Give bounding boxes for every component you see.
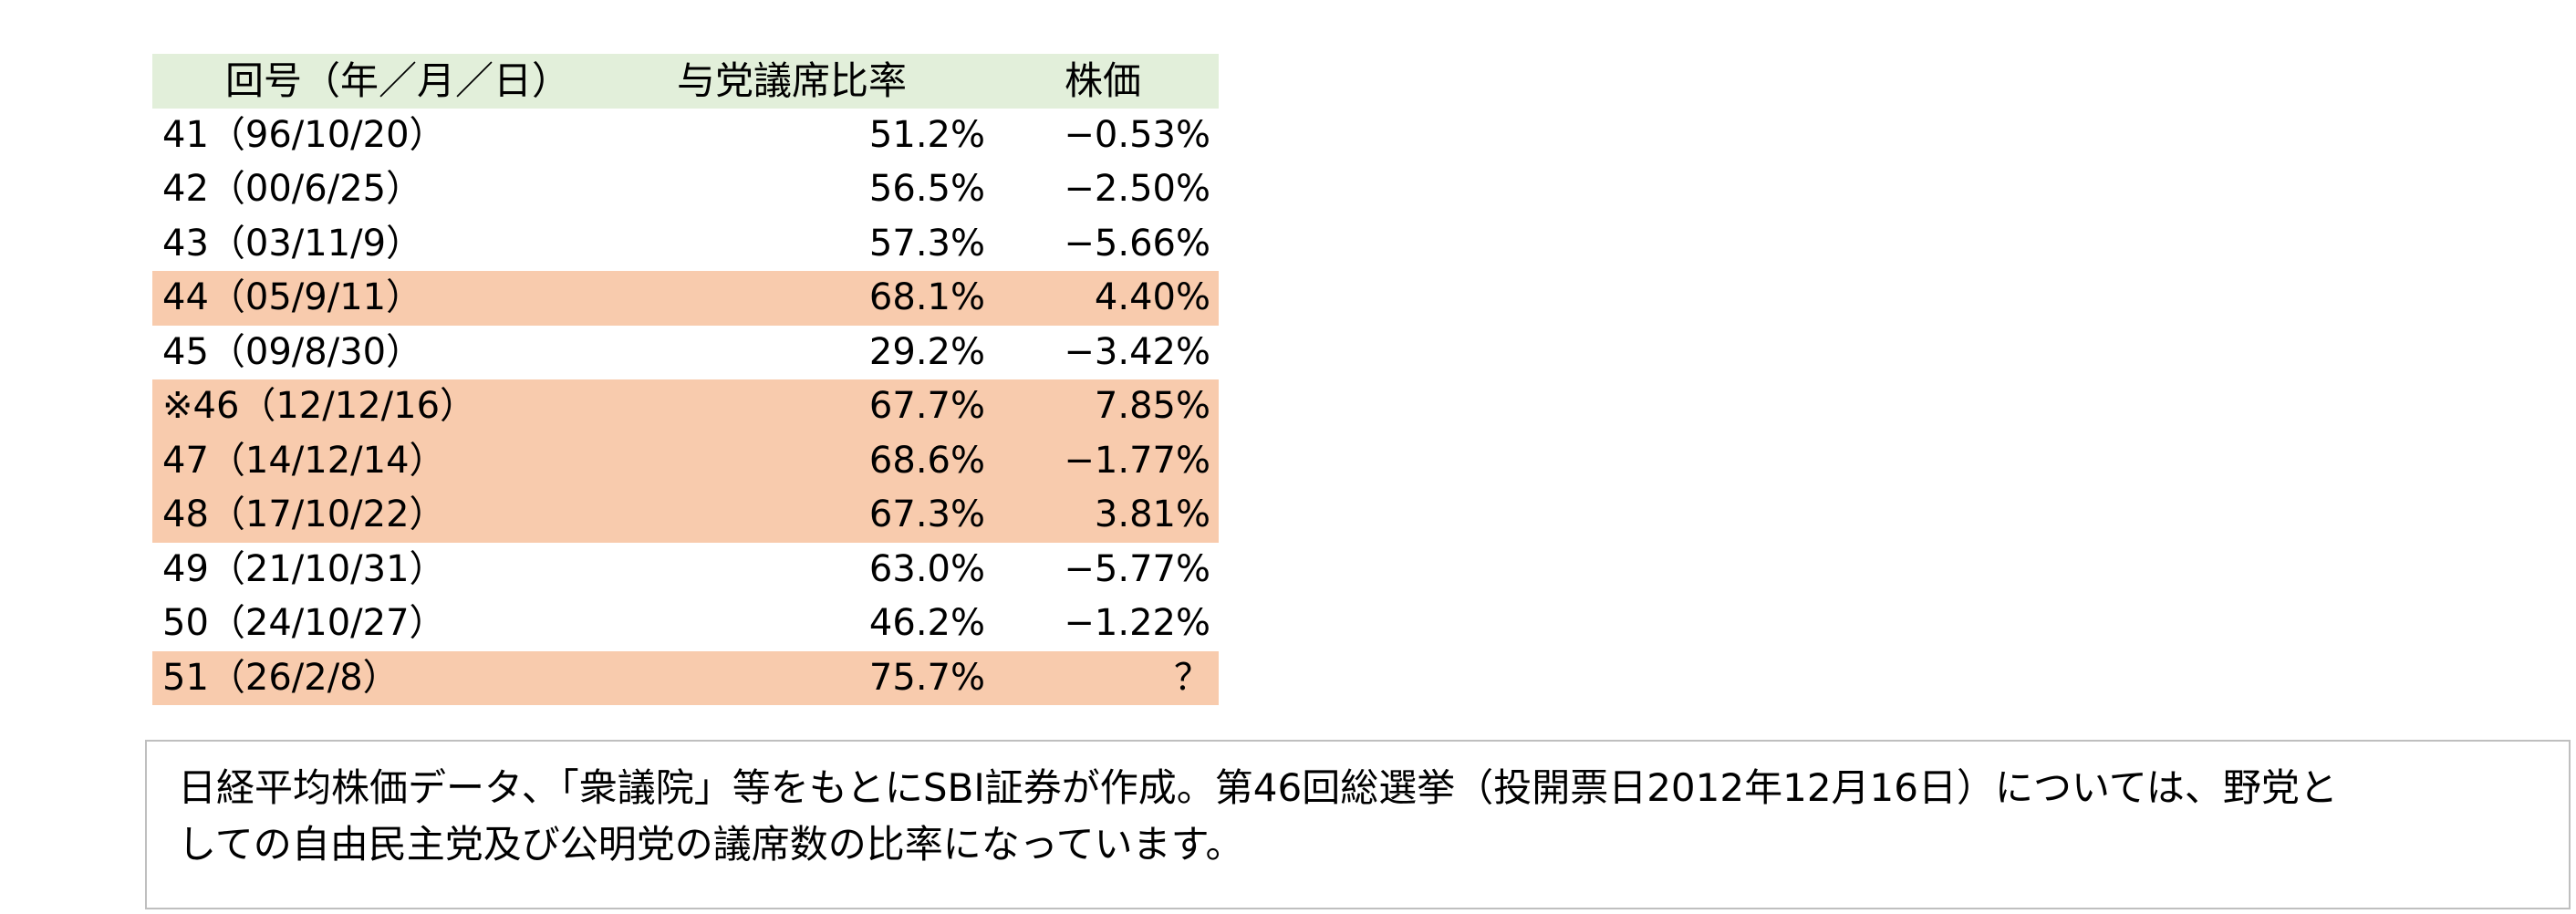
table-row: 47（14/12/14） 68.6% −1.77% xyxy=(152,433,1219,488)
table-cell: 48（17/10/22） xyxy=(162,493,446,535)
header-cell: 株価 xyxy=(1065,58,1142,103)
table-cell: 42（00/6/25） xyxy=(162,168,423,210)
table-cell: 57.3% xyxy=(868,222,985,265)
table-row: 42（00/6/25） 56.5% −2.50% xyxy=(152,162,1219,217)
table-row: 44（05/9/11） 68.1% 4.40% xyxy=(152,271,1219,326)
table-cell: −3.42% xyxy=(1064,330,1210,373)
header-row: 回号（年／月／日） 与党議席比率 株価 xyxy=(152,54,1219,109)
table-cell: 29.2% xyxy=(868,330,985,373)
table-cell: 50（24/10/27） xyxy=(162,602,446,644)
table-cell: 75.7% xyxy=(868,656,985,699)
header-cell: 回号（年／月／日） xyxy=(225,58,571,103)
table: 回号（年／月／日） 与党議席比率 株価 41（96/10/20） 51.2% −0.53%… xyxy=(152,54,1219,705)
table-cell: 3.81% xyxy=(1094,493,1210,535)
table-cell: 4.40% xyxy=(1094,276,1210,318)
header-cell: 与党議席比率 xyxy=(677,58,908,103)
table-row: 48（17/10/22） 67.3% 3.81% xyxy=(152,488,1219,543)
table-cell: 68.6% xyxy=(868,439,985,482)
table-cell: 67.7% xyxy=(868,385,985,427)
table-row: 43（03/11/9） 57.3% −5.66% xyxy=(152,217,1219,272)
table-cell: −1.77% xyxy=(1064,439,1210,482)
note-box: 日経平均株価データ、「衆議院」等をもとにSBI証券が作成。第46回総選挙（投開票… xyxy=(145,740,2571,909)
table-cell: 44（05/9/11） xyxy=(162,276,423,318)
table-cell: ？ xyxy=(1174,656,1210,699)
table-cell: 63.0% xyxy=(868,547,985,590)
table-cell: 46.2% xyxy=(868,602,985,644)
table-cell: −5.77% xyxy=(1064,547,1210,590)
table-row: 50（24/10/27） 46.2% −1.22% xyxy=(152,597,1219,651)
table-cell: 45（09/8/30） xyxy=(162,330,423,373)
table-cell: 67.3% xyxy=(868,493,985,535)
table-cell: −5.66% xyxy=(1064,222,1210,265)
table-cell: 43（03/11/9） xyxy=(162,222,423,265)
table-cell: 41（96/10/20） xyxy=(162,113,446,156)
note-text: 日経平均株価データ、「衆議院」等をもとにSBI証券が作成。第46回総選挙（投開票… xyxy=(178,765,2338,810)
table-cell: −1.22% xyxy=(1064,602,1210,644)
table-cell: 47（14/12/14） xyxy=(162,439,446,482)
table-row: 45（09/8/30） 29.2% −3.42% xyxy=(152,326,1219,380)
table-cell: 49（21/10/31） xyxy=(162,547,446,590)
table-cell: −2.50% xyxy=(1064,168,1210,210)
table-cell: 51（26/2/8） xyxy=(162,656,400,699)
note-text: しての自由民主党及び公明党の議席数の比率になっています。 xyxy=(178,822,1244,867)
table-row: 51（26/2/8） 75.7% ？ xyxy=(152,650,1219,705)
table-cell: 51.2% xyxy=(868,113,985,156)
table-row: ※46（12/12/16） 67.7% 7.85% xyxy=(152,379,1219,434)
table-row: 41（96/10/20） 51.2% −0.53% xyxy=(152,109,1219,163)
table-cell: −0.53% xyxy=(1064,113,1210,156)
table-row: 49（21/10/31） 63.0% −5.77% xyxy=(152,543,1219,597)
table-cell: 68.1% xyxy=(868,276,985,318)
table-cell: 56.5% xyxy=(868,168,985,210)
table-cell: 7.85% xyxy=(1094,385,1210,427)
table-cell: ※46（12/12/16） xyxy=(162,385,477,427)
